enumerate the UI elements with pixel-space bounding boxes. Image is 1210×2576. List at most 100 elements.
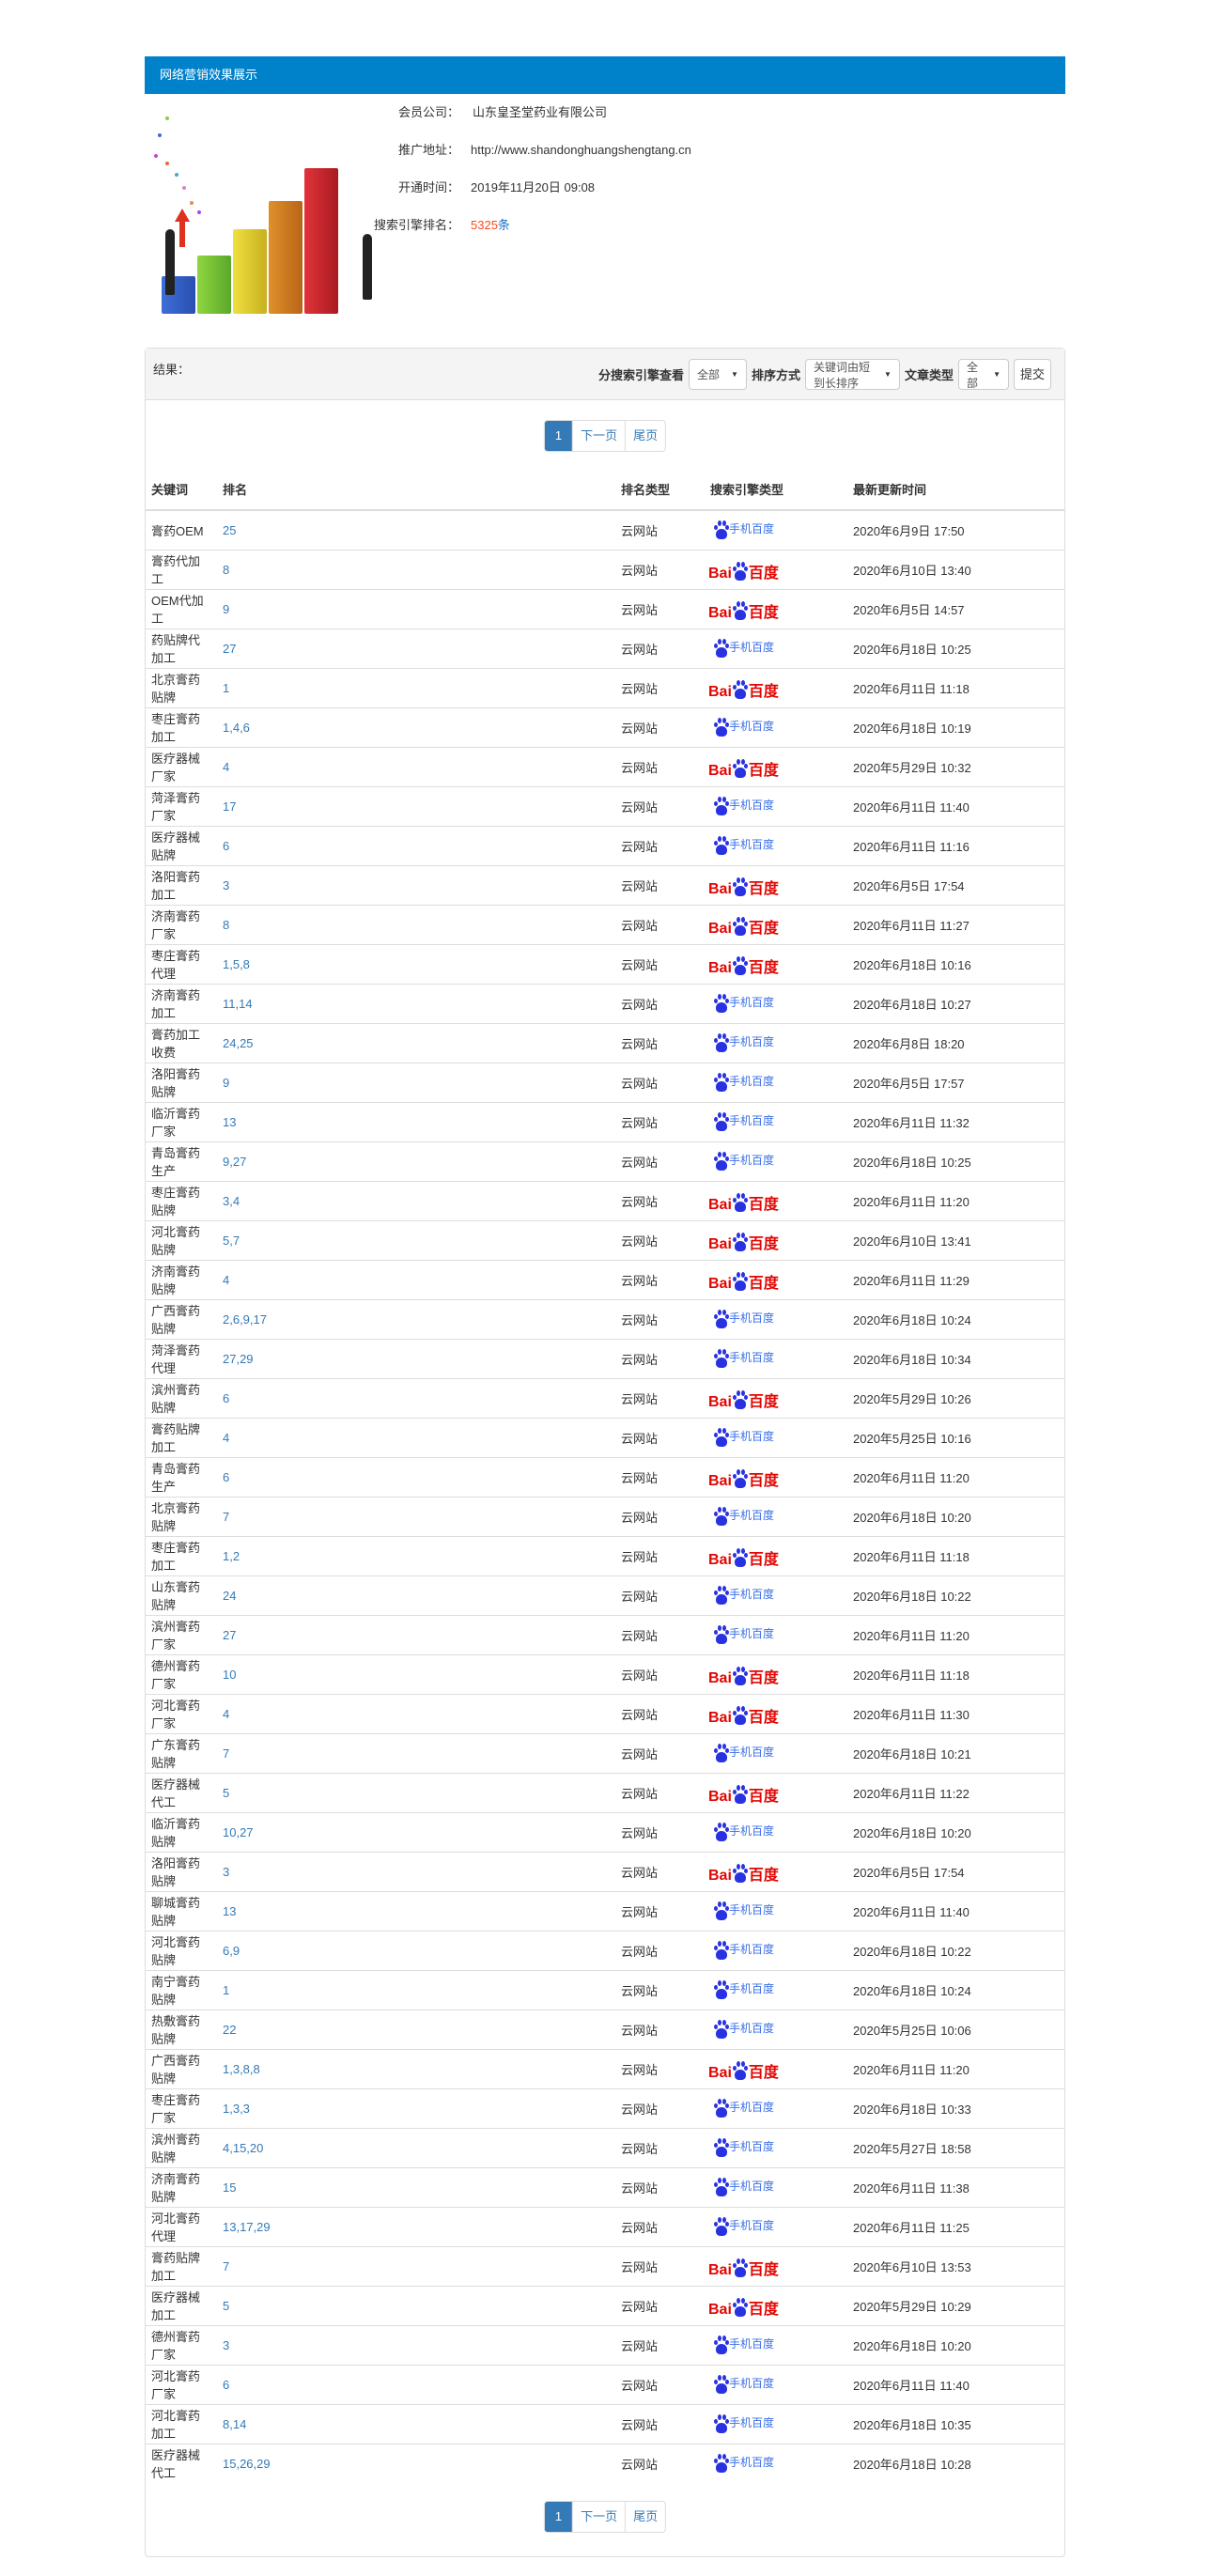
rank-cell[interactable]: 17 — [217, 785, 615, 826]
rank-cell[interactable]: 1,4,6 — [217, 706, 615, 747]
article-type-select[interactable]: 全部 ▼ — [957, 359, 1009, 390]
rank-cell[interactable]: 7 — [217, 1732, 615, 1773]
rank-type-cell: 云网站 — [615, 746, 705, 786]
updated-cell: 2020年6月18日 10:19 — [847, 706, 1064, 747]
rank-cell[interactable]: 1,2 — [217, 1535, 615, 1575]
rank-cell[interactable]: 4 — [217, 1417, 615, 1457]
rank-cell[interactable]: 25 — [217, 509, 615, 550]
baidu-paw-icon — [732, 917, 749, 938]
page-1-button[interactable]: 1 — [544, 2502, 573, 2532]
rank-cell[interactable]: 8 — [217, 549, 615, 589]
page-1-button[interactable]: 1 — [544, 421, 573, 451]
last-page-button[interactable]: 尾页 — [625, 421, 665, 451]
rank-cell[interactable]: 9 — [217, 1062, 615, 1102]
engine-cell: 手机百度 — [705, 706, 847, 747]
rank-cell[interactable]: 3,4 — [217, 1180, 615, 1220]
rank-cell[interactable]: 6,9 — [217, 1930, 615, 1970]
last-page-button[interactable]: 尾页 — [625, 2502, 665, 2532]
rank-cell[interactable]: 1 — [217, 1969, 615, 2010]
rank-cell[interactable]: 27,29 — [217, 1338, 615, 1378]
rank-cell[interactable]: 6 — [217, 2364, 615, 2404]
rank-cell[interactable]: 27 — [217, 628, 615, 668]
engine-label: 百度 — [748, 1670, 779, 1686]
rank-cell[interactable]: 24 — [217, 1575, 615, 1615]
rank-cell[interactable]: 9,27 — [217, 1141, 615, 1181]
keyword-cell: 膏药加工收费 — [146, 1022, 217, 1063]
company-link[interactable]: 山东皇圣堂药业有限公司 — [473, 105, 608, 119]
rank-cell[interactable]: 1,3,8,8 — [217, 2048, 615, 2088]
rank-cell[interactable]: 4,15,20 — [217, 2127, 615, 2167]
rank-cell[interactable]: 13,17,29 — [217, 2206, 615, 2246]
rank-cell[interactable]: 10 — [217, 1653, 615, 1694]
rank-cell[interactable]: 6 — [217, 1377, 615, 1418]
rank-cell[interactable]: 3 — [217, 1851, 615, 1891]
rank-cell[interactable]: 13 — [217, 1890, 615, 1931]
rank-cell[interactable]: 1,3,3 — [217, 2087, 615, 2128]
engine-filter-label: 分搜索引擎查看 — [597, 368, 684, 382]
baidu-paw-icon — [713, 2177, 729, 2196]
rank-type-cell: 云网站 — [615, 2403, 705, 2444]
rank-cell[interactable]: 27 — [217, 1614, 615, 1654]
baidu-paw-icon — [713, 520, 729, 539]
rank-cell[interactable]: 6 — [217, 1456, 615, 1497]
keyword-cell: 南宁膏药贴牌 — [146, 1969, 217, 2010]
engine-label: 手机百度 — [729, 799, 775, 812]
rank-cell[interactable]: 24,25 — [217, 1022, 615, 1063]
rank-cell[interactable]: 9 — [217, 588, 615, 628]
baidu-logo: Bai 百度 — [708, 1187, 779, 1214]
table-row: 膏药OEM 25 云网站 手机百度 2020年6月9日 17:50 — [146, 509, 1064, 550]
engine-select[interactable]: 全部 ▼ — [688, 359, 747, 390]
table-row: 河北膏药贴牌 5,7 云网站 Bai 百度 2020年6月10日 13:41 — [146, 1219, 1064, 1260]
rank-cell[interactable]: 2,6,9,17 — [217, 1298, 615, 1339]
keyword-cell: 菏泽膏药代理 — [146, 1338, 217, 1378]
baidu-paw-icon — [713, 2216, 729, 2236]
page-title-bar: 网络营销效果展示 — [145, 56, 1065, 94]
table-row: 医疗器械加工 5 云网站 Bai 百度 2020年5月29日 10:29 — [146, 2285, 1064, 2325]
rank-cell[interactable]: 3 — [217, 2324, 615, 2365]
baidu-paw-icon — [732, 1233, 749, 1253]
rank-cell[interactable]: 15,26,29 — [217, 2443, 615, 2483]
article-type-label: 文章类型 — [904, 368, 954, 382]
engine-cell: Bai 百度 — [705, 904, 847, 944]
rank-cell[interactable]: 3 — [217, 864, 615, 905]
table-row: 膏药贴牌加工 4 云网站 手机百度 2020年5月25日 10:16 — [146, 1417, 1064, 1457]
rank-cell[interactable]: 10,27 — [217, 1811, 615, 1852]
engine-cell: Bai 百度 — [705, 1535, 847, 1575]
rank-cell[interactable]: 7 — [217, 1496, 615, 1536]
rank-type-cell: 云网站 — [615, 904, 705, 944]
engine-select-value: 全部 — [696, 368, 720, 381]
mobile-baidu-logo: 手机百度 — [713, 1822, 774, 1841]
submit-button[interactable]: 提交 — [1013, 359, 1051, 390]
table-row: 菏泽膏药代理 27,29 云网站 手机百度 2020年6月18日 10:34 — [146, 1338, 1064, 1378]
rank-type-cell: 云网站 — [615, 1732, 705, 1773]
rank-cell[interactable]: 15 — [217, 2166, 615, 2207]
engine-label: 百度 — [748, 566, 779, 582]
engine-label: 手机百度 — [729, 522, 775, 536]
rank-cell[interactable]: 4 — [217, 1259, 615, 1299]
rank-cell[interactable]: 7 — [217, 2245, 615, 2286]
next-page-button[interactable]: 下一页 — [572, 421, 625, 451]
rank-cell[interactable]: 5 — [217, 1772, 615, 1812]
rank-cell[interactable]: 22 — [217, 2009, 615, 2049]
rank-cell[interactable]: 5 — [217, 2285, 615, 2325]
rank-cell[interactable]: 4 — [217, 1693, 615, 1733]
url-link[interactable]: http://www.shandonghuangshengtang.cn — [471, 143, 691, 157]
rank-cell[interactable]: 13 — [217, 1101, 615, 1141]
rank-type-cell: 云网站 — [615, 2087, 705, 2128]
rank-cell[interactable]: 5,7 — [217, 1219, 615, 1260]
rank-cell[interactable]: 6 — [217, 825, 615, 865]
rank-cell[interactable]: 4 — [217, 746, 615, 786]
mobile-baidu-logo: 手机百度 — [713, 2216, 774, 2236]
updated-cell: 2020年6月11日 11:32 — [847, 1101, 1064, 1141]
engine-label: 手机百度 — [729, 2140, 775, 2153]
rank-cell[interactable]: 1 — [217, 667, 615, 707]
updated-cell: 2020年6月11日 11:20 — [847, 2048, 1064, 2088]
next-page-button[interactable]: 下一页 — [572, 2502, 625, 2532]
growth-chart-illustration — [147, 107, 372, 333]
rank-cell[interactable]: 1,5,8 — [217, 943, 615, 984]
rank-cell[interactable]: 8 — [217, 904, 615, 944]
rank-type-cell: 云网站 — [615, 628, 705, 668]
rank-cell[interactable]: 8,14 — [217, 2403, 615, 2444]
sort-select[interactable]: 关键词由短到长排序 ▼ — [804, 359, 900, 390]
rank-cell[interactable]: 11,14 — [217, 983, 615, 1023]
